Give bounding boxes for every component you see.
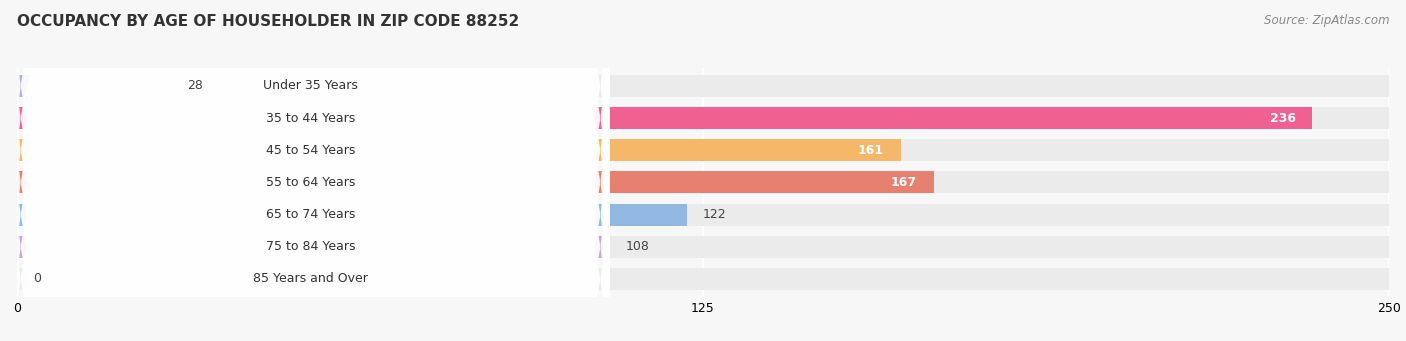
Text: 236: 236 [1270, 112, 1296, 124]
Text: 65 to 74 Years: 65 to 74 Years [266, 208, 356, 221]
Text: Source: ZipAtlas.com: Source: ZipAtlas.com [1264, 14, 1389, 27]
Bar [17, 139, 1389, 161]
FancyBboxPatch shape [11, 0, 610, 301]
Text: 85 Years and Over: 85 Years and Over [253, 272, 368, 285]
Bar [17, 75, 1389, 97]
FancyBboxPatch shape [11, 64, 610, 341]
Text: 0: 0 [34, 272, 41, 285]
Bar [17, 172, 934, 193]
FancyBboxPatch shape [11, 32, 610, 341]
Text: 35 to 44 Years: 35 to 44 Years [266, 112, 356, 124]
Text: 161: 161 [858, 144, 884, 157]
Bar [17, 172, 1389, 193]
FancyBboxPatch shape [11, 0, 610, 268]
FancyBboxPatch shape [11, 0, 610, 333]
Bar [17, 107, 1389, 129]
Text: 28: 28 [187, 79, 202, 92]
Text: OCCUPANCY BY AGE OF HOUSEHOLDER IN ZIP CODE 88252: OCCUPANCY BY AGE OF HOUSEHOLDER IN ZIP C… [17, 14, 519, 29]
Text: 167: 167 [891, 176, 917, 189]
Text: 122: 122 [703, 208, 727, 221]
Text: 75 to 84 Years: 75 to 84 Years [266, 240, 356, 253]
Bar [17, 268, 1389, 290]
Bar [17, 236, 610, 258]
Bar [17, 236, 1389, 258]
Text: 45 to 54 Years: 45 to 54 Years [266, 144, 356, 157]
Text: Under 35 Years: Under 35 Years [263, 79, 359, 92]
FancyBboxPatch shape [11, 0, 610, 341]
Bar [17, 75, 170, 97]
Text: 55 to 64 Years: 55 to 64 Years [266, 176, 356, 189]
Bar [17, 107, 1312, 129]
FancyBboxPatch shape [11, 97, 610, 341]
Bar [17, 204, 686, 225]
Text: 108: 108 [626, 240, 650, 253]
Bar [17, 204, 1389, 225]
Bar [17, 139, 901, 161]
